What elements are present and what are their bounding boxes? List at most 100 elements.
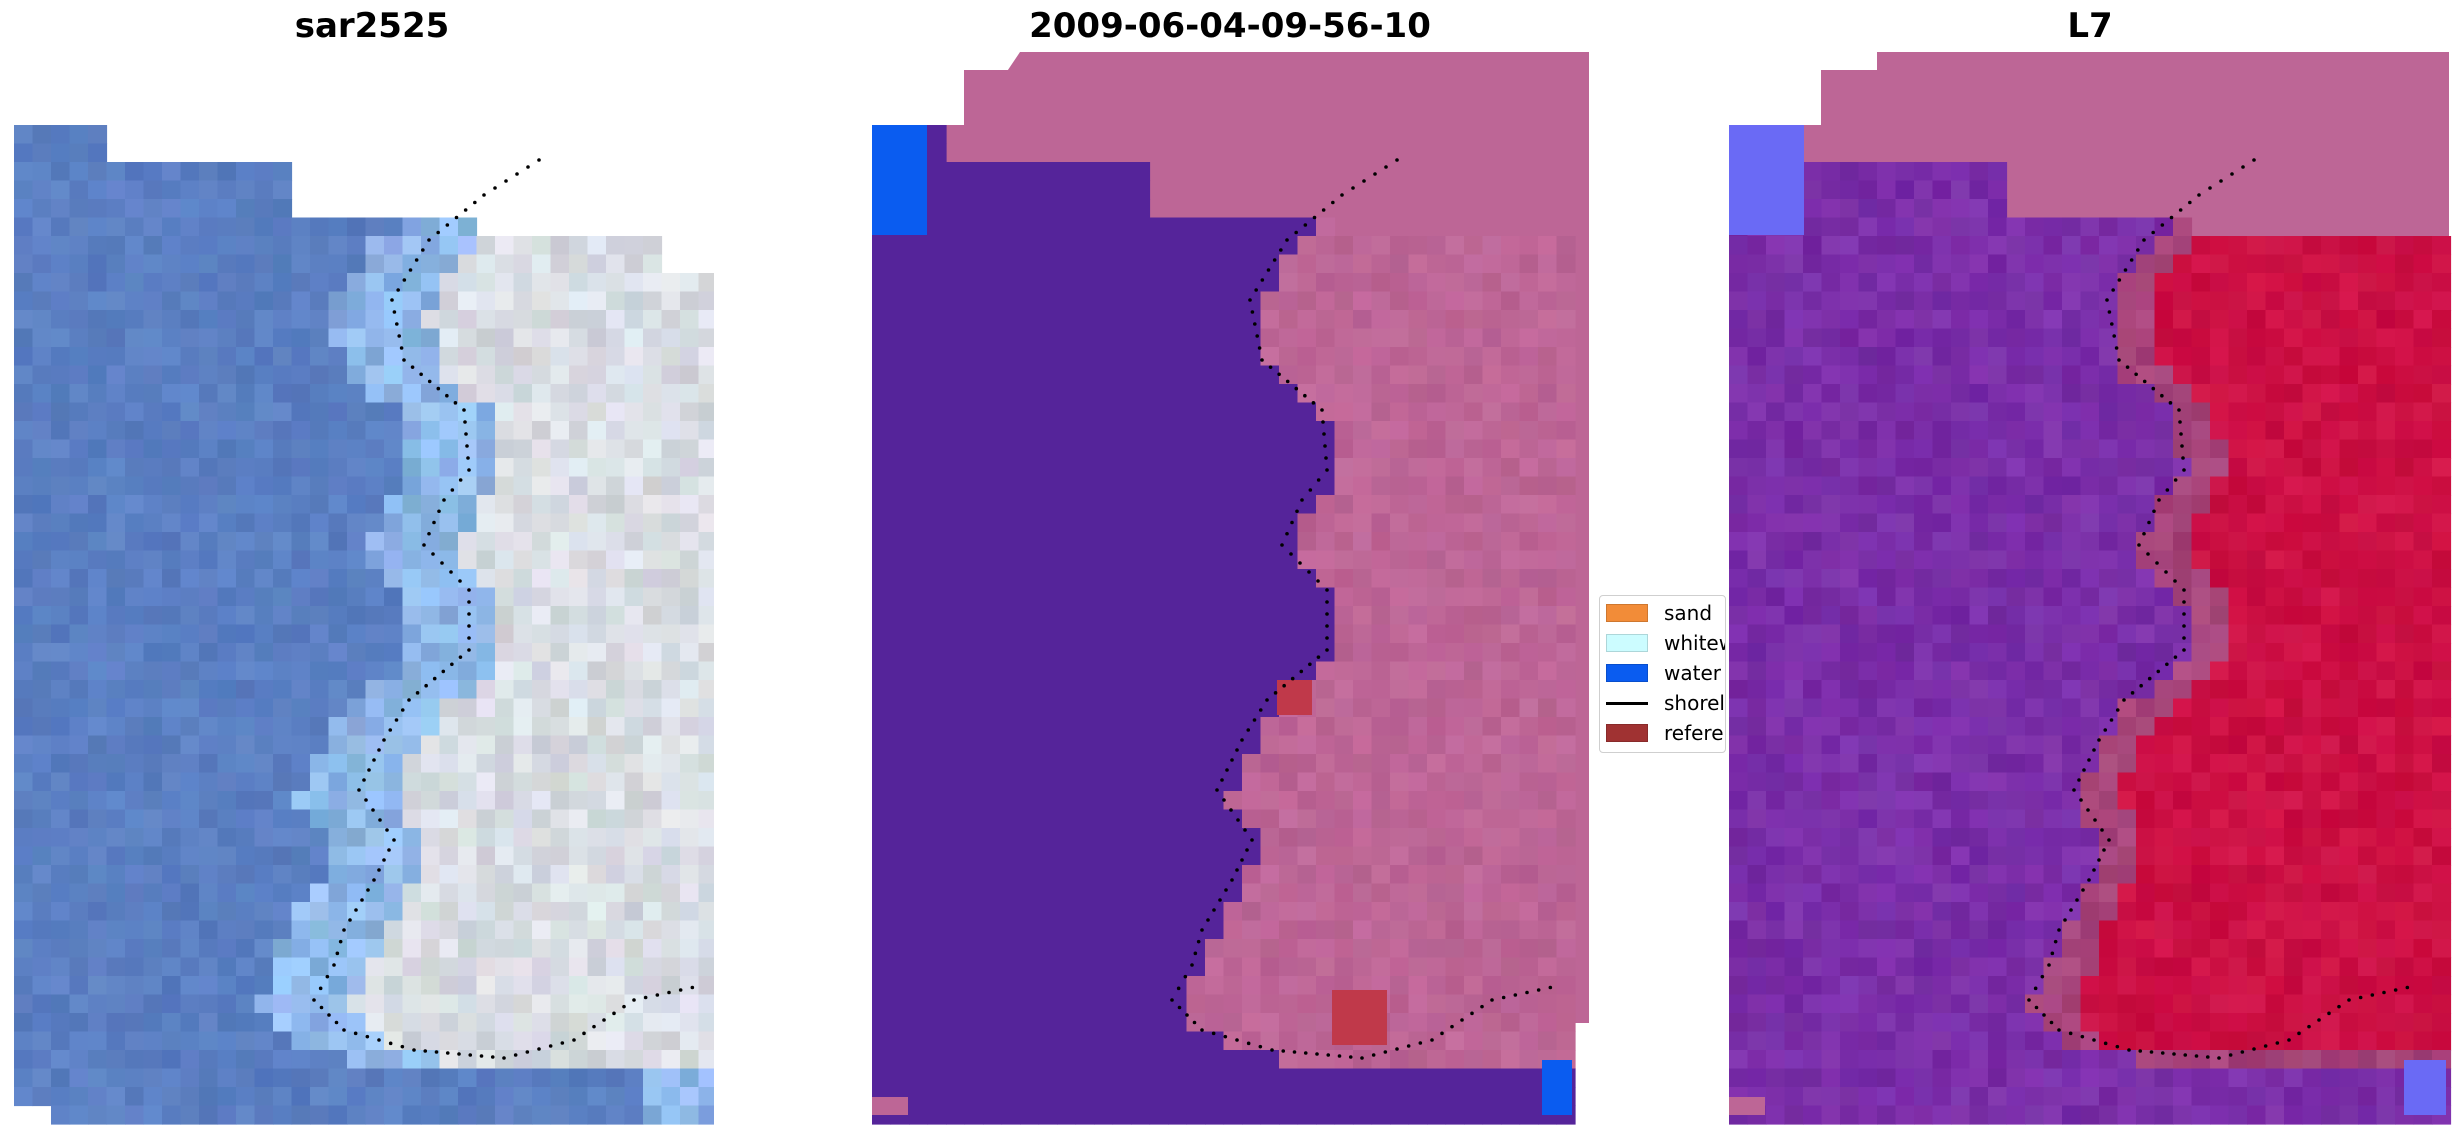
class-pixel — [1038, 587, 1058, 607]
class-pixel — [1001, 1031, 1021, 1051]
class-pixel — [909, 698, 929, 718]
probability-pixel — [2154, 495, 2174, 515]
image-pixel — [550, 513, 570, 533]
class-pixel — [1057, 273, 1077, 293]
class-pixel — [1538, 735, 1558, 755]
class-pixel — [1205, 865, 1225, 885]
image-pixel — [125, 1050, 145, 1070]
image-pixel — [217, 328, 237, 348]
class-pixel — [1057, 976, 1077, 996]
class-pixel — [1334, 828, 1354, 848]
probability-pixel — [1932, 421, 1952, 441]
shoreline-dot — [400, 708, 405, 712]
class-pixel — [1205, 254, 1225, 274]
image-pixel — [125, 1105, 145, 1125]
shoreline-dot — [1224, 888, 1228, 892]
class-pixel — [1223, 735, 1243, 755]
probability-pixel — [2321, 254, 2341, 274]
class-pixel — [1371, 1105, 1391, 1125]
image-pixel — [143, 402, 163, 422]
probability-pixel — [1877, 513, 1897, 533]
class-pixel — [1371, 421, 1391, 441]
class-pixel — [1408, 865, 1428, 885]
image-pixel — [106, 1087, 126, 1107]
image-pixel — [587, 828, 607, 848]
probability-pixel — [2265, 513, 2285, 533]
image-pixel — [513, 976, 533, 996]
image-pixel — [328, 1068, 348, 1088]
image-pixel — [680, 347, 700, 367]
probability-pixel — [2228, 236, 2248, 256]
probability-pixel — [2284, 421, 2304, 441]
class-pixel — [1482, 328, 1502, 348]
probability-pixel — [2432, 310, 2452, 330]
class-pixel — [1038, 162, 1058, 182]
image-pixel — [254, 532, 274, 552]
image-pixel — [88, 1013, 108, 1033]
probability-pixel — [2432, 347, 2452, 367]
class-pixel — [1001, 310, 1021, 330]
class-pixel — [1408, 846, 1428, 866]
shoreline-dot — [1325, 600, 1329, 604]
probability-pixel — [2247, 402, 2267, 422]
probability-pixel — [1747, 624, 1767, 644]
image-pixel — [199, 791, 219, 811]
class-pixel — [890, 809, 910, 829]
class-pixel — [1279, 957, 1299, 977]
class-pixel — [964, 809, 984, 829]
image-pixel — [439, 1105, 459, 1125]
probability-pixel — [2432, 587, 2452, 607]
probability-pixel — [2265, 532, 2285, 552]
class-pixel — [1334, 1087, 1354, 1107]
class-pixel — [1149, 1087, 1169, 1107]
class-pixel — [1297, 717, 1317, 737]
probability-pixel — [1803, 217, 1823, 237]
class-pixel — [1279, 421, 1299, 441]
image-pixel — [199, 1013, 219, 1033]
image-pixel — [402, 680, 422, 700]
image-pixel — [680, 1050, 700, 1070]
shoreline-dot — [1294, 386, 1299, 391]
probability-pixel — [2265, 291, 2285, 311]
image-pixel — [51, 587, 71, 607]
class-pixel — [1223, 957, 1243, 977]
image-pixel — [310, 384, 330, 404]
image-pixel — [495, 402, 515, 422]
probability-pixel — [2191, 254, 2211, 274]
image-pixel — [143, 828, 163, 848]
class-pixel — [1112, 920, 1132, 940]
class-pixel — [1075, 421, 1095, 441]
class-pixel — [872, 680, 892, 700]
image-pixel — [643, 495, 663, 515]
probability-pixel — [2173, 439, 2193, 459]
image-pixel — [88, 754, 108, 774]
class-pixel — [1279, 791, 1299, 811]
image-pixel — [310, 846, 330, 866]
probability-pixel — [2376, 606, 2396, 626]
image-pixel — [88, 883, 108, 903]
image-pixel — [32, 809, 52, 829]
class-pixel — [1112, 994, 1132, 1014]
image-pixel — [439, 347, 459, 367]
class-pixel — [1427, 328, 1447, 348]
class-pixel — [1260, 735, 1280, 755]
image-pixel — [643, 421, 663, 441]
image-pixel — [495, 1013, 515, 1033]
image-pixel — [32, 569, 52, 589]
class-pixel — [946, 365, 966, 385]
class-pixel — [1186, 754, 1206, 774]
class-pixel — [1131, 643, 1151, 663]
probability-pixel — [2210, 569, 2230, 589]
probability-pixel — [2432, 569, 2452, 589]
class-pixel — [983, 957, 1003, 977]
shoreline-dot — [1480, 1004, 1484, 1009]
image-pixel — [698, 513, 714, 533]
class-pixel — [1223, 939, 1243, 959]
image-pixel — [624, 236, 644, 256]
class-pixel — [1094, 421, 1114, 441]
class-pixel — [1131, 254, 1151, 274]
class-pixel — [890, 883, 910, 903]
image-pixel — [421, 1105, 441, 1125]
probability-pixel — [2154, 384, 2174, 404]
probability-pixel — [2432, 458, 2452, 478]
